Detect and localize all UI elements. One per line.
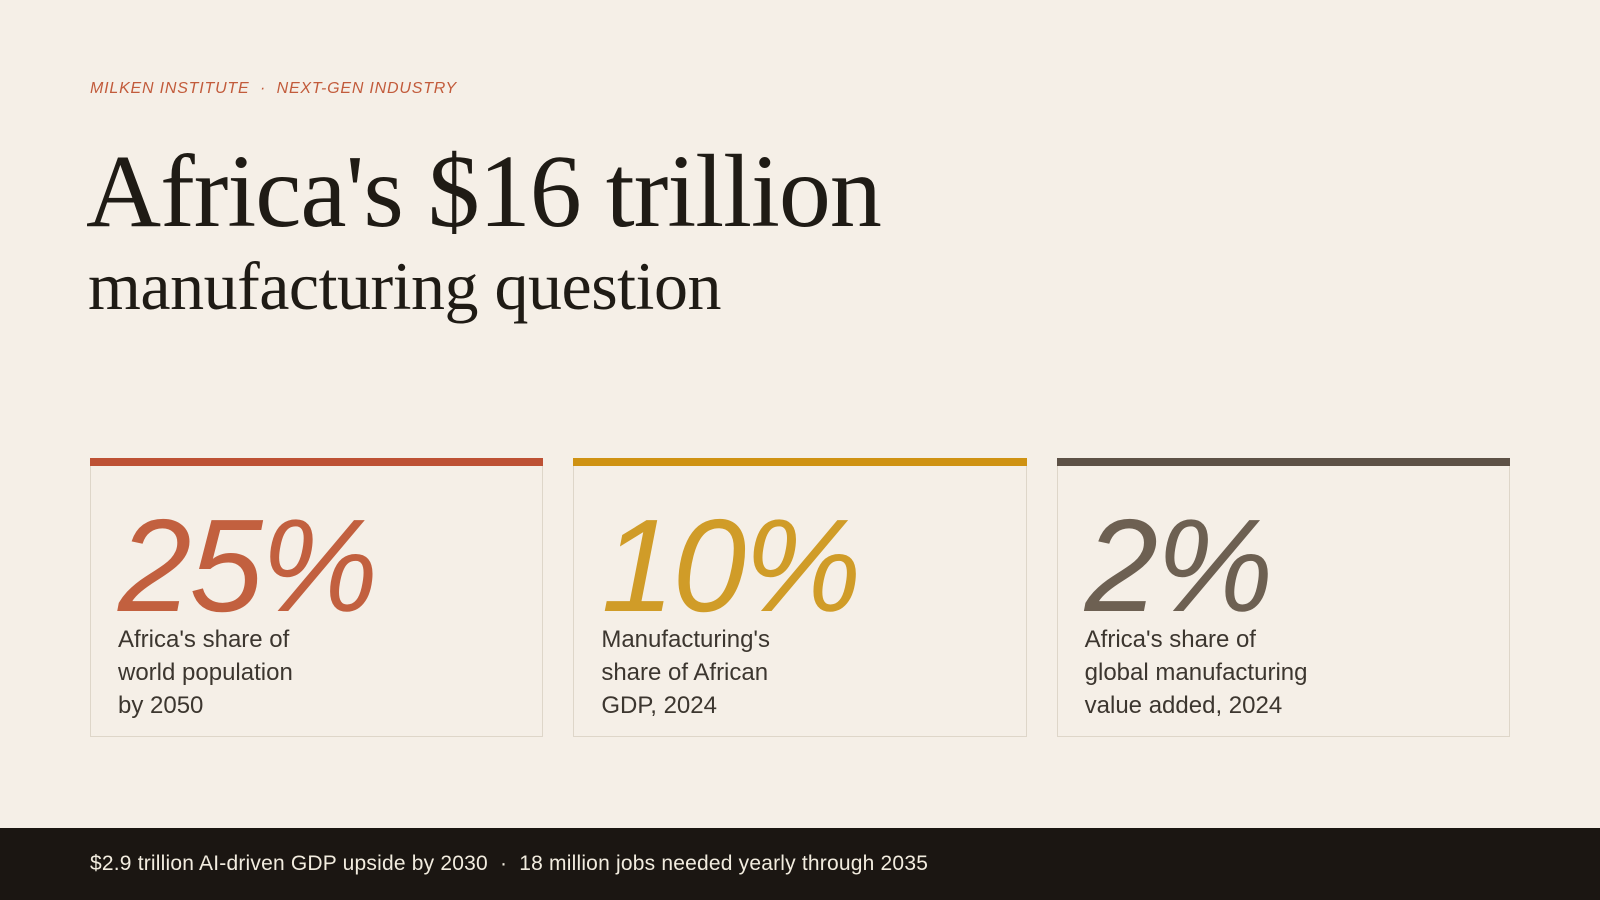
eyebrow-kicker: MILKEN INSTITUTE · NEXT-GEN INDUSTRY xyxy=(90,80,458,97)
stat-caption: Africa's share of global manufacturing v… xyxy=(1084,625,1308,719)
accent-bar xyxy=(90,458,544,466)
stat-cards: 25% Africa's share of world population b… xyxy=(90,458,1510,737)
card-body: 10% Manufacturing's share of African GDP… xyxy=(573,466,1027,737)
accent-bar xyxy=(1056,458,1510,466)
stat-value: 2% xyxy=(1084,492,1274,639)
footer-bar: $2.9 trillion AI-driven GDP upside by 20… xyxy=(0,828,1600,900)
page-title: Africa's $16 trillion xyxy=(86,134,882,249)
stat-value: 25% xyxy=(118,492,378,639)
stat-card-global-share: 2% Africa's share of global manufacturin… xyxy=(1056,458,1510,737)
stat-card-population: 25% Africa's share of world population b… xyxy=(90,458,544,737)
card-body: 25% Africa's share of world population b… xyxy=(90,466,544,737)
stat-caption: Manufacturing's share of African GDP, 20… xyxy=(601,625,770,719)
footer-text: $2.9 trillion AI-driven GDP upside by 20… xyxy=(90,852,929,875)
stat-card-manufacturing-gdp: 10% Manufacturing's share of African GDP… xyxy=(573,458,1027,737)
card-body: 2% Africa's share of global manufacturin… xyxy=(1056,466,1510,737)
stat-value: 10% xyxy=(601,492,861,639)
accent-bar xyxy=(573,458,1027,466)
page-subtitle: manufacturing question xyxy=(88,248,721,324)
stat-caption: Africa's share of world population by 20… xyxy=(118,625,293,719)
